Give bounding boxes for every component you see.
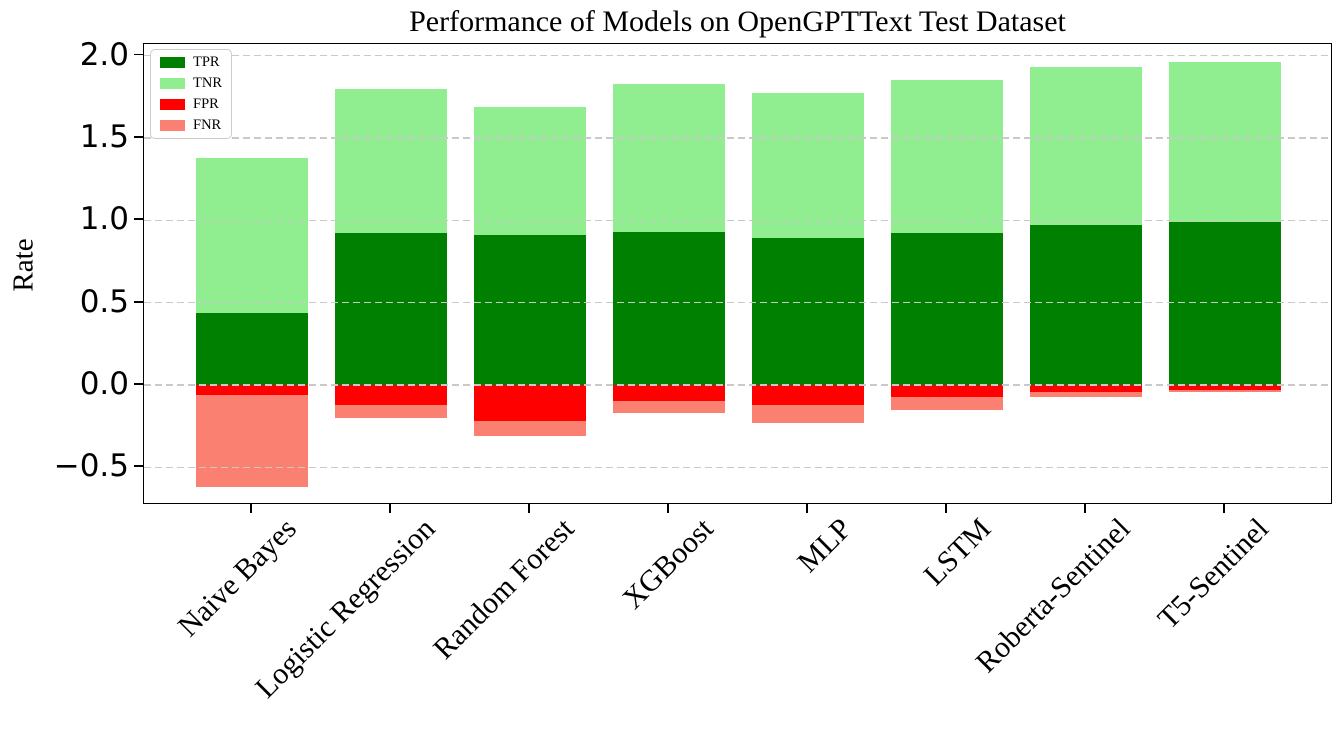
bar-segment-tnr-4: [613, 83, 725, 232]
x-tick-mark: [806, 504, 808, 513]
bar-segment-tpr-3: [474, 235, 586, 385]
y-tick-mark: [134, 218, 143, 221]
x-tick-label-6: LSTM: [917, 512, 998, 592]
bar-segment-fnr-2: [335, 404, 447, 418]
bar-segment-tnr-1: [196, 157, 308, 313]
bar-segment-fnr-3: [474, 421, 586, 437]
bar-segment-tnr-3: [474, 106, 586, 236]
y-tick-label: 1.5: [79, 118, 129, 155]
bar-segment-fnr-6: [891, 396, 1003, 410]
bar-segment-tpr-8: [1169, 221, 1281, 385]
legend-item-tnr: TNR: [160, 75, 222, 91]
fpr-color-swatch: [160, 99, 185, 110]
y-tick-label: 0.5: [79, 283, 129, 320]
bar-segment-fpr-4: [613, 385, 725, 402]
bar-segment-fnr-4: [613, 401, 725, 413]
x-tick-mark: [389, 504, 391, 513]
bar-segment-tpr-6: [891, 233, 1003, 385]
x-tick-label-1: Naive Bayes: [171, 512, 303, 644]
x-tick-mark: [528, 504, 530, 513]
bar-segment-tnr-6: [891, 80, 1003, 234]
y-tick-label: 0.0: [79, 366, 129, 402]
bar-segment-fnr-1: [196, 394, 308, 488]
legend-label: FPR: [193, 96, 219, 112]
x-tick-label-4: XGBoost: [615, 512, 720, 616]
bar-segment-fnr-7: [1030, 391, 1142, 397]
legend-label: FNR: [193, 117, 222, 133]
legend-item-tpr: TPR: [160, 54, 222, 70]
bar-segment-fnr-5: [752, 404, 864, 423]
tnr-color-swatch: [160, 78, 185, 89]
bars-layer: [144, 44, 1331, 503]
bar-segment-fpr-7: [1030, 385, 1142, 392]
x-tick-mark: [667, 504, 669, 513]
bar-segment-fpr-6: [891, 385, 1003, 397]
y-tick-label: 1.0: [79, 201, 129, 238]
bar-segment-fpr-8: [1169, 385, 1281, 390]
x-tick-mark: [1084, 504, 1086, 513]
bar-segment-tnr-2: [335, 88, 447, 234]
bar-segment-fnr-8: [1169, 389, 1281, 392]
x-tick-mark: [250, 504, 252, 513]
bar-segment-tnr-5: [752, 93, 864, 239]
y-tick-mark: [134, 136, 143, 138]
legend-label: TPR: [193, 54, 220, 70]
bar-segment-tpr-4: [613, 231, 725, 385]
bar-segment-tnr-7: [1030, 67, 1142, 226]
bar-segment-tpr-2: [335, 233, 447, 385]
x-tick-label-5: MLP: [791, 512, 859, 579]
y-tick-label: 2.0: [79, 36, 129, 73]
bar-segment-fpr-1: [196, 385, 308, 395]
bar-segment-fpr-2: [335, 385, 447, 405]
bar-segment-tpr-1: [196, 312, 308, 385]
legend-item-fnr: FNR: [160, 117, 222, 133]
tpr-color-swatch: [160, 57, 185, 68]
fnr-color-swatch: [160, 120, 185, 131]
x-tick-mark: [1223, 504, 1225, 513]
y-tick-mark: [134, 53, 143, 56]
plot-area: TPR TNR FPR FNR: [143, 43, 1332, 504]
bar-segment-fpr-3: [474, 385, 586, 422]
legend: TPR TNR FPR FNR: [150, 49, 232, 139]
y-tick-mark: [134, 300, 143, 303]
y-tick-mark: [134, 383, 143, 385]
y-tick-mark: [134, 465, 143, 468]
bar-segment-tpr-7: [1030, 225, 1142, 385]
legend-label: TNR: [193, 75, 222, 91]
x-tick-label-3: Random Forest: [426, 512, 581, 666]
chart-title: Performance of Models on OpenGPTText Tes…: [409, 5, 1066, 38]
x-tick-label-8: T5-Sentinel: [1151, 512, 1276, 636]
bar-segment-tpr-5: [752, 238, 864, 385]
y-tick-label: −0.5: [53, 448, 129, 485]
legend-item-fpr: FPR: [160, 96, 222, 112]
bar-segment-tnr-8: [1169, 62, 1281, 222]
x-tick-mark: [945, 504, 947, 513]
bar-segment-fpr-5: [752, 385, 864, 405]
